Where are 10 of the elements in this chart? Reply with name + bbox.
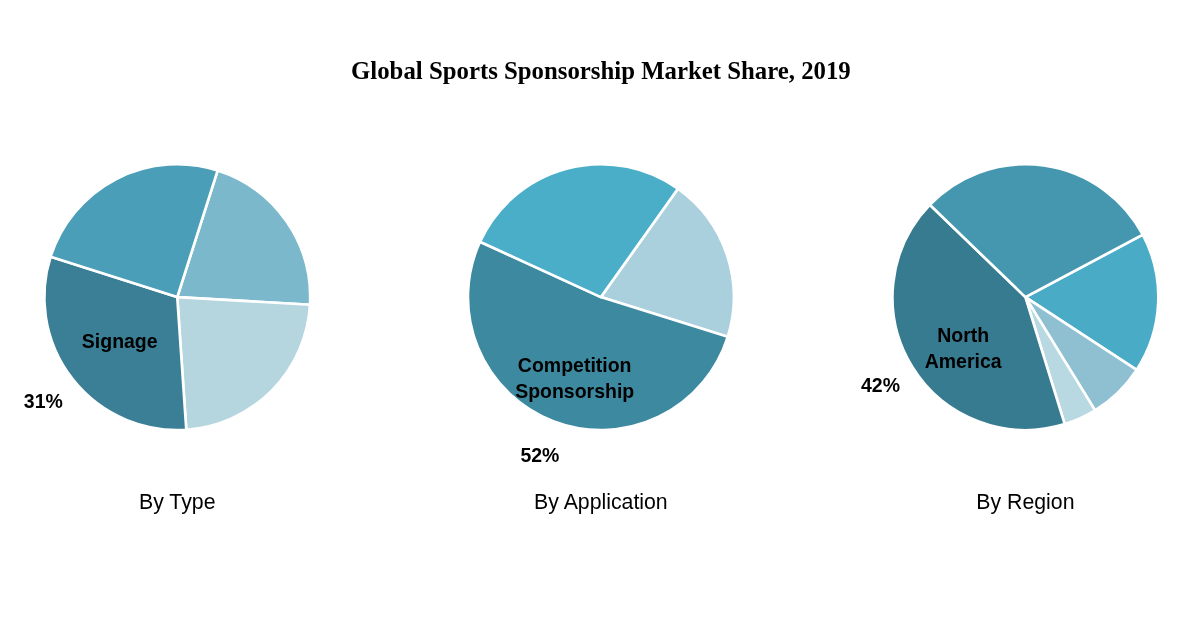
data-label: 31% bbox=[23, 390, 63, 413]
slice-label: Signage bbox=[81, 330, 158, 353]
slice-label: Competition Sponsorship bbox=[515, 353, 635, 403]
chart-title: Global Sports Sponsorship Market Share, 2019 bbox=[351, 57, 851, 85]
text: By Region bbox=[976, 489, 1075, 514]
data-label: 52% bbox=[520, 444, 560, 467]
data-label: 42% bbox=[860, 374, 900, 397]
text: By Type bbox=[139, 489, 216, 514]
text: By Application bbox=[534, 489, 668, 514]
slice-label: North America bbox=[924, 323, 1002, 373]
